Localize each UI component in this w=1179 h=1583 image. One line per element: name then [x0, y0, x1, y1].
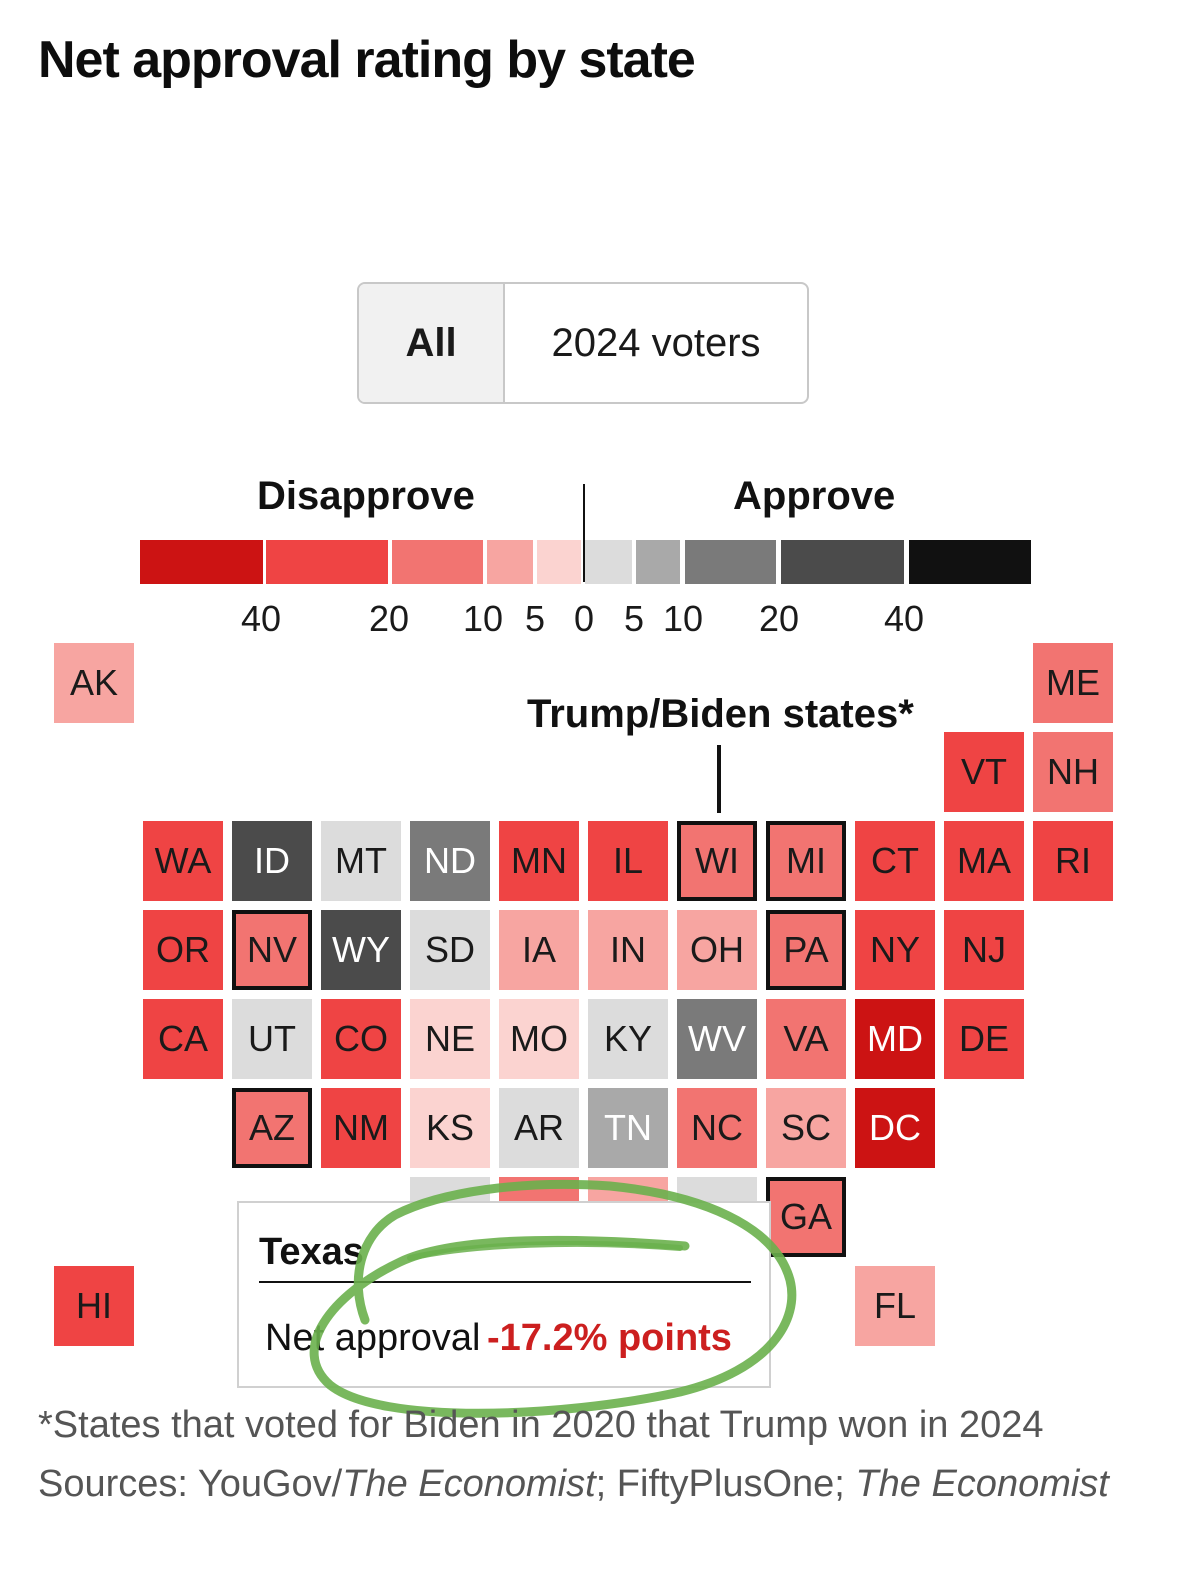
- state-tile-wi[interactable]: WI: [677, 821, 757, 901]
- legend-tick-label: 20: [368, 598, 410, 639]
- footnote: *States that voted for Biden in 2020 tha…: [38, 1404, 1044, 1446]
- tooltip-label: Net approval: [265, 1317, 481, 1359]
- sources-credit: Sources: YouGov/The Economist; FiftyPlus…: [38, 1463, 1109, 1506]
- state-tile-nv[interactable]: NV: [232, 910, 312, 990]
- state-tile-oh[interactable]: OH: [677, 910, 757, 990]
- legend-tick-label: 40: [883, 598, 925, 639]
- legend-swatch: [537, 540, 581, 584]
- state-tile-wy[interactable]: WY: [321, 910, 401, 990]
- legend-swatch: [392, 540, 483, 584]
- state-tile-id[interactable]: ID: [232, 821, 312, 901]
- state-tile-wv[interactable]: WV: [677, 999, 757, 1079]
- legend-disapprove-label: Disapprove: [257, 474, 475, 518]
- state-tile-pa[interactable]: PA: [766, 910, 846, 990]
- state-tile-in[interactable]: IN: [588, 910, 668, 990]
- legend-color-scale: [140, 540, 1031, 584]
- state-tile-md[interactable]: MD: [855, 999, 935, 1079]
- sources-economist-2: The Economist: [855, 1463, 1109, 1505]
- toggle-2024-voters-button[interactable]: 2024 voters: [551, 320, 761, 365]
- legend-tick-label: 20: [758, 598, 800, 639]
- state-tile-ks[interactable]: KS: [410, 1088, 490, 1168]
- state-tile-fl[interactable]: FL: [855, 1266, 935, 1346]
- state-tile-sc[interactable]: SC: [766, 1088, 846, 1168]
- legend-tick-label: 10: [662, 598, 704, 639]
- state-tile-de[interactable]: DE: [944, 999, 1024, 1079]
- sources-prefix: Sources: YouGov/: [38, 1463, 343, 1505]
- state-tile-ar[interactable]: AR: [499, 1088, 579, 1168]
- state-tile-ne[interactable]: NE: [410, 999, 490, 1079]
- legend-zero-marker: [583, 484, 585, 582]
- tooltip-state-name: Texas: [259, 1231, 364, 1273]
- state-tile-ut[interactable]: UT: [232, 999, 312, 1079]
- state-tile-wa[interactable]: WA: [143, 821, 223, 901]
- chart-title: Net approval rating by state: [38, 31, 696, 89]
- legend-tick-label: 40: [240, 598, 282, 639]
- legend-swatch: [781, 540, 904, 584]
- legend-swatch: [685, 540, 776, 584]
- legend-approve-label: Approve: [733, 474, 896, 518]
- state-tile-nm[interactable]: NM: [321, 1088, 401, 1168]
- legend-tick-label: 5: [623, 598, 645, 639]
- state-tile-co[interactable]: CO: [321, 999, 401, 1079]
- flip-states-leader-line: [717, 745, 721, 813]
- legend-swatch: [266, 540, 388, 584]
- state-tile-mo[interactable]: MO: [499, 999, 579, 1079]
- state-tile-ma[interactable]: MA: [944, 821, 1024, 901]
- legend-swatch: [909, 540, 1031, 584]
- state-tile-ia[interactable]: IA: [499, 910, 579, 990]
- legend-tick-label: 0: [573, 598, 595, 639]
- tooltip-divider: [259, 1281, 751, 1283]
- state-tile-ga[interactable]: GA: [766, 1177, 846, 1257]
- legend-tick-label: 10: [462, 598, 504, 639]
- state-tile-az[interactable]: AZ: [232, 1088, 312, 1168]
- state-tile-il[interactable]: IL: [588, 821, 668, 901]
- state-tile-ct[interactable]: CT: [855, 821, 935, 901]
- state-tile-sd[interactable]: SD: [410, 910, 490, 990]
- state-tile-ca[interactable]: CA: [143, 999, 223, 1079]
- toggle-all-button[interactable]: All: [359, 284, 505, 402]
- state-tile-or[interactable]: OR: [143, 910, 223, 990]
- state-tile-nh[interactable]: NH: [1033, 732, 1113, 812]
- state-tile-nj[interactable]: NJ: [944, 910, 1024, 990]
- state-tile-nc[interactable]: NC: [677, 1088, 757, 1168]
- state-tile-vt[interactable]: VT: [944, 732, 1024, 812]
- legend-swatch: [487, 540, 533, 584]
- state-tile-dc[interactable]: DC: [855, 1088, 935, 1168]
- state-tile-hi[interactable]: HI: [54, 1266, 134, 1346]
- state-tile-mi[interactable]: MI: [766, 821, 846, 901]
- legend-tick-label: 5: [524, 598, 546, 639]
- legend-swatch: [585, 540, 632, 584]
- state-tile-mt[interactable]: MT: [321, 821, 401, 901]
- legend-swatch: [140, 540, 263, 584]
- state-tile-ky[interactable]: KY: [588, 999, 668, 1079]
- state-tile-tn[interactable]: TN: [588, 1088, 668, 1168]
- state-tooltip: Texas Net approval -17.2% points: [237, 1201, 771, 1388]
- voter-toggle: All 2024 voters: [357, 282, 809, 404]
- sources-economist-1: The Economist: [342, 1463, 596, 1505]
- sources-middle: ; FiftyPlusOne;: [595, 1463, 856, 1505]
- state-tile-ny[interactable]: NY: [855, 910, 935, 990]
- state-tile-va[interactable]: VA: [766, 999, 846, 1079]
- state-tile-ri[interactable]: RI: [1033, 821, 1113, 901]
- state-tile-mn[interactable]: MN: [499, 821, 579, 901]
- tooltip-value: -17.2% points: [487, 1317, 732, 1359]
- legend-swatch: [636, 540, 680, 584]
- state-tile-me[interactable]: ME: [1033, 643, 1113, 723]
- state-tile-ak[interactable]: AK: [54, 643, 134, 723]
- flip-states-label: Trump/Biden states*: [527, 692, 914, 736]
- state-tile-nd[interactable]: ND: [410, 821, 490, 901]
